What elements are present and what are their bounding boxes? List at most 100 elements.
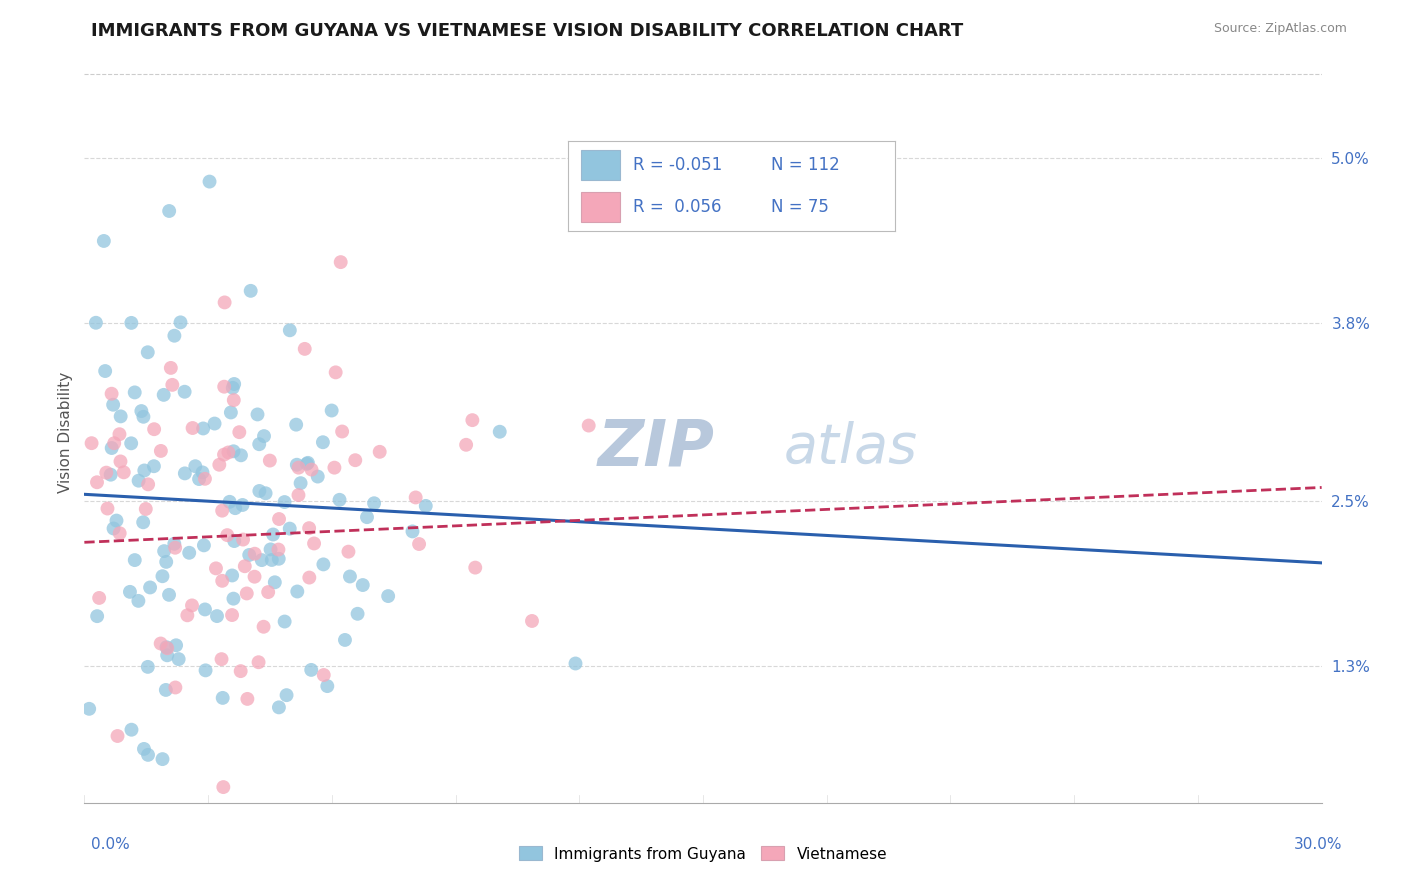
Point	[290, 476, 312, 491]
Point	[179, 546, 201, 560]
Point	[211, 690, 233, 705]
Point	[135, 502, 157, 516]
Point	[243, 570, 266, 584]
Point	[297, 456, 319, 470]
Point	[262, 527, 284, 541]
Point	[100, 467, 122, 482]
Point	[110, 454, 132, 468]
Point	[312, 558, 335, 572]
Point	[278, 522, 301, 536]
Point	[136, 477, 159, 491]
Point	[143, 422, 166, 436]
Point	[238, 548, 260, 562]
Point	[257, 585, 280, 599]
Point	[329, 255, 352, 269]
Text: Source: ZipAtlas.com: Source: ZipAtlas.com	[1213, 22, 1347, 36]
Point	[191, 466, 214, 480]
Point	[278, 323, 301, 337]
Text: N = 75: N = 75	[770, 198, 828, 216]
Point	[211, 652, 233, 666]
Point	[204, 417, 226, 431]
Point	[89, 591, 111, 605]
Point	[156, 641, 179, 656]
Point	[93, 234, 115, 248]
Point	[77, 702, 100, 716]
Point	[405, 491, 427, 505]
Point	[328, 492, 350, 507]
Point	[401, 524, 423, 539]
Point	[330, 425, 353, 439]
Point	[246, 408, 269, 422]
Point	[218, 495, 240, 509]
Point	[149, 444, 172, 458]
Point	[267, 700, 290, 714]
Point	[86, 475, 108, 490]
Point	[239, 284, 262, 298]
Point	[247, 483, 270, 498]
Point	[302, 536, 325, 550]
Point	[107, 729, 129, 743]
Point	[149, 636, 172, 650]
Point	[259, 542, 281, 557]
Point	[316, 679, 339, 693]
Point	[377, 589, 399, 603]
Point	[163, 537, 186, 551]
Point	[217, 528, 239, 542]
Point	[120, 316, 142, 330]
Point	[294, 342, 316, 356]
Point	[236, 692, 259, 706]
Point	[224, 376, 246, 391]
Point	[155, 682, 177, 697]
Point	[229, 448, 252, 462]
Point	[323, 460, 346, 475]
Point	[564, 657, 586, 671]
Point	[267, 551, 290, 566]
Point	[193, 421, 215, 435]
Point	[163, 328, 186, 343]
Point	[221, 568, 243, 582]
Point	[176, 608, 198, 623]
Point	[96, 501, 118, 516]
Point	[169, 315, 191, 329]
Point	[134, 463, 156, 477]
Point	[298, 571, 321, 585]
Point	[250, 553, 273, 567]
Point	[325, 365, 347, 379]
Point	[337, 544, 360, 558]
Point	[173, 467, 195, 481]
Point	[276, 688, 298, 702]
Point	[287, 460, 309, 475]
Point	[205, 561, 228, 575]
Point	[254, 486, 277, 500]
Point	[267, 512, 290, 526]
Point	[232, 533, 254, 547]
Point	[108, 526, 131, 541]
Point	[233, 559, 256, 574]
Point	[285, 458, 308, 472]
Point	[312, 668, 335, 682]
Point	[299, 663, 322, 677]
Point	[236, 586, 259, 600]
Point	[295, 457, 318, 471]
Point	[488, 425, 510, 439]
Point	[333, 632, 356, 647]
Point	[243, 547, 266, 561]
Point	[298, 521, 321, 535]
Point	[136, 747, 159, 762]
Point	[415, 499, 437, 513]
Text: ZIP: ZIP	[598, 417, 714, 478]
Point	[224, 534, 246, 549]
Point	[118, 585, 141, 599]
Text: R = -0.051: R = -0.051	[633, 156, 723, 174]
Point	[287, 488, 309, 502]
Point	[363, 496, 385, 510]
Point	[267, 542, 290, 557]
Point	[112, 466, 135, 480]
Point	[156, 648, 179, 663]
Point	[181, 421, 204, 435]
Point	[307, 469, 329, 483]
Point	[222, 591, 245, 606]
Point	[139, 581, 162, 595]
Point	[346, 607, 368, 621]
Point	[84, 316, 107, 330]
